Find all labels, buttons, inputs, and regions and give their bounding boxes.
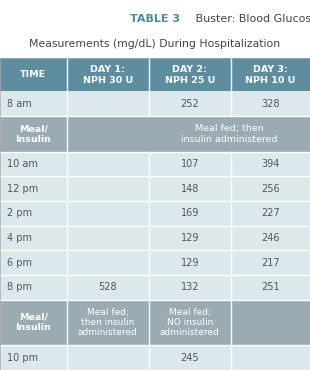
Bar: [0, 152, 310, 176]
Text: 328: 328: [261, 99, 280, 109]
Text: 12 pm: 12 pm: [7, 184, 38, 194]
Bar: [0, 0, 310, 58]
Bar: [0, 201, 310, 226]
Text: 256: 256: [261, 184, 280, 194]
Bar: [0, 250, 310, 275]
Text: 6 pm: 6 pm: [7, 258, 32, 268]
Text: TIME: TIME: [20, 70, 46, 80]
Text: 148: 148: [181, 184, 199, 194]
Text: 132: 132: [181, 282, 199, 292]
Text: 107: 107: [181, 159, 199, 169]
Bar: [0, 226, 310, 250]
Bar: [0, 345, 310, 370]
Text: 10 pm: 10 pm: [7, 353, 38, 363]
Bar: [0, 91, 310, 116]
Bar: [0, 58, 310, 370]
Text: Meal/
Insulin: Meal/ Insulin: [16, 313, 51, 332]
Text: Meal/
Insulin: Meal/ Insulin: [16, 124, 51, 144]
Text: Meal fed;
then insulin
administered: Meal fed; then insulin administered: [78, 307, 138, 337]
Bar: [0, 116, 310, 152]
Text: 129: 129: [181, 233, 199, 243]
Text: DAY 1:
NPH 30 U: DAY 1: NPH 30 U: [82, 65, 133, 85]
Text: 252: 252: [180, 99, 199, 109]
Bar: [0, 275, 310, 300]
Text: Meal fed;
NO insulin
administered: Meal fed; NO insulin administered: [160, 307, 220, 337]
Text: 217: 217: [261, 258, 280, 268]
Text: 4 pm: 4 pm: [7, 233, 32, 243]
Text: 8 am: 8 am: [7, 99, 32, 109]
Text: 394: 394: [261, 159, 280, 169]
Text: 169: 169: [181, 208, 199, 218]
Text: Buster: Blood Glucose: Buster: Blood Glucose: [192, 14, 310, 24]
Text: 2 pm: 2 pm: [7, 208, 32, 218]
Bar: [0, 58, 310, 91]
Text: 251: 251: [261, 282, 280, 292]
Text: 8 pm: 8 pm: [7, 282, 32, 292]
Text: Measurements (mg/dL) During Hospitalization: Measurements (mg/dL) During Hospitalizat…: [29, 39, 281, 49]
Bar: [0, 176, 310, 201]
Text: DAY 2:
NPH 25 U: DAY 2: NPH 25 U: [165, 65, 215, 85]
Text: DAY 3:
NPH 10 U: DAY 3: NPH 10 U: [245, 65, 296, 85]
Text: 227: 227: [261, 208, 280, 218]
Text: Meal fed; then
insulin administered: Meal fed; then insulin administered: [181, 124, 278, 144]
Text: 10 am: 10 am: [7, 159, 38, 169]
Text: 129: 129: [181, 258, 199, 268]
Text: TABLE 3: TABLE 3: [130, 14, 180, 24]
Text: 245: 245: [180, 353, 199, 363]
Text: 246: 246: [261, 233, 280, 243]
Bar: [0, 300, 310, 345]
Text: 528: 528: [98, 282, 117, 292]
